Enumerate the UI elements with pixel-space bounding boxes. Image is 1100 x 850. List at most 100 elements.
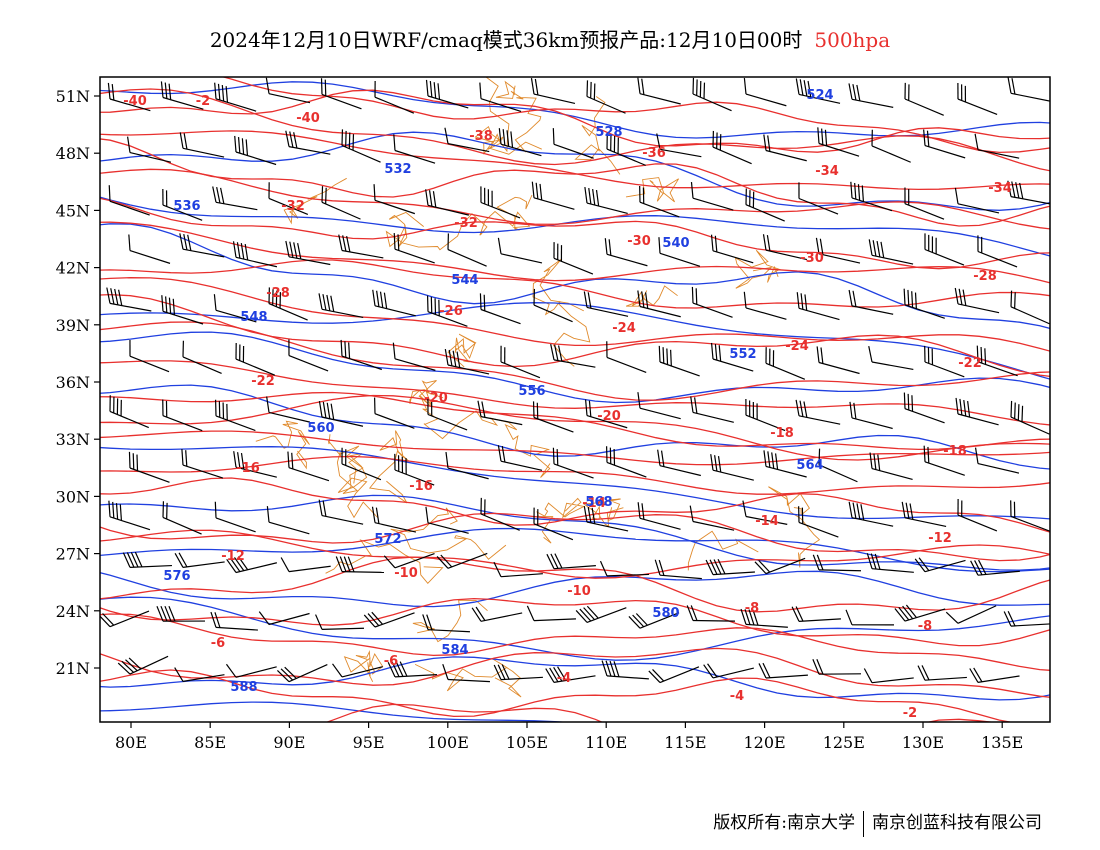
copyright-right: 南京创蓝科技有限公司 [872, 813, 1042, 833]
wind-barb [374, 397, 415, 429]
wind-barb [1010, 400, 1050, 435]
wind-barb [848, 83, 894, 108]
wind-barb [812, 554, 862, 572]
temperature-label: -24 [785, 339, 809, 354]
border-line [574, 96, 621, 175]
lat-label: 39N [56, 316, 90, 335]
wind-barb [497, 445, 543, 471]
wind-barb [954, 287, 1000, 314]
temperature-label: -16 [409, 479, 433, 494]
wind-barb [214, 501, 256, 533]
wind-barb [341, 447, 382, 481]
wind-barb [128, 451, 170, 483]
temperature-label: -16 [236, 461, 260, 476]
wind-barb [479, 293, 521, 325]
wind-barb [285, 240, 331, 266]
height-isoline [100, 384, 1050, 470]
temperature-label: -8 [745, 601, 759, 616]
wind-barb [268, 182, 309, 215]
height-label: 572 [374, 532, 401, 547]
wind-barb [849, 401, 893, 430]
temperature-label: -36 [642, 146, 666, 161]
wind-barb [268, 287, 308, 321]
lon-label: 80E [115, 733, 147, 752]
wind-barb [122, 551, 172, 568]
pressure-level-label: 500hpa [814, 28, 891, 52]
wind-barb [233, 451, 277, 478]
temperature-isoline [100, 360, 1050, 426]
height-label: 544 [451, 273, 478, 288]
lat-label: 24N [56, 602, 90, 621]
border-line [582, 498, 624, 527]
wind-barb [318, 499, 364, 525]
wind-barb [526, 605, 576, 622]
temperature-label: -18 [943, 444, 967, 459]
height-isoline [100, 331, 1050, 404]
temperature-label: -8 [918, 619, 932, 634]
wind-barb [107, 82, 151, 112]
wind-barb [710, 234, 754, 264]
wind-barb [903, 288, 945, 319]
lon-label: 85E [194, 733, 226, 752]
border-line [385, 211, 488, 251]
temperature-isoline [100, 529, 1050, 579]
temperature-contours [100, 77, 1050, 722]
wind-barb [280, 557, 331, 573]
temperature-label: -28 [266, 286, 290, 301]
wind-barb [924, 345, 965, 378]
wind-barb [848, 501, 894, 527]
temperature-label: -32 [281, 199, 305, 214]
wind-barb [658, 345, 700, 377]
lat-label: 27N [56, 545, 90, 564]
wind-barb [742, 500, 788, 525]
height-label: 524 [806, 88, 833, 103]
wind-barb [266, 396, 310, 423]
wind-barb [422, 614, 470, 633]
wind-barb [690, 182, 734, 211]
height-contours [100, 81, 1050, 722]
wind-barb [444, 348, 490, 375]
border-line [255, 420, 310, 470]
wind-barb [637, 290, 681, 318]
temperature-isoline [100, 221, 1050, 284]
wind-barb [161, 295, 204, 325]
height-isoline [100, 656, 1050, 701]
temperature-label: -38 [469, 129, 493, 144]
temperature-label: -2 [903, 706, 917, 721]
wind-barb [869, 452, 913, 480]
border-line [447, 333, 477, 368]
wind-barb [686, 605, 736, 622]
wind-barb [425, 506, 469, 534]
wind-barb [480, 186, 521, 219]
wind-barb [850, 181, 893, 212]
height-label: 584 [441, 643, 468, 658]
height-label: 528 [595, 125, 622, 140]
wind-barb [654, 559, 702, 580]
wind-barb [637, 392, 681, 420]
temperature-label: -26 [439, 304, 463, 319]
wind-barb [974, 133, 1020, 159]
wind-barb [108, 185, 150, 216]
wind-barb [210, 611, 258, 631]
lat-label: 36N [56, 373, 90, 392]
wind-barb [763, 134, 807, 162]
wind-barb [477, 400, 523, 426]
wind-barb [866, 553, 914, 573]
copyright-footer: 版权所有:南京大学 南京创蓝科技有限公司 [713, 808, 1042, 837]
temperature-isoline [100, 394, 1050, 461]
temperature-label: -14 [755, 514, 779, 529]
temperature-label: -6 [211, 636, 225, 651]
wind-barb [108, 500, 151, 531]
wind-barb [795, 399, 841, 425]
wind-barb [606, 341, 647, 374]
temperature-isoline [100, 556, 1050, 613]
wind-barb [583, 291, 629, 317]
wind-barb [923, 445, 965, 476]
wind-barb [894, 604, 946, 622]
wind-barb [740, 608, 788, 628]
wind-barb [743, 77, 787, 107]
lat-label: 30N [56, 487, 90, 506]
wind-barb [445, 451, 489, 480]
border-line [495, 80, 542, 153]
temperature-isoline [100, 391, 1050, 451]
